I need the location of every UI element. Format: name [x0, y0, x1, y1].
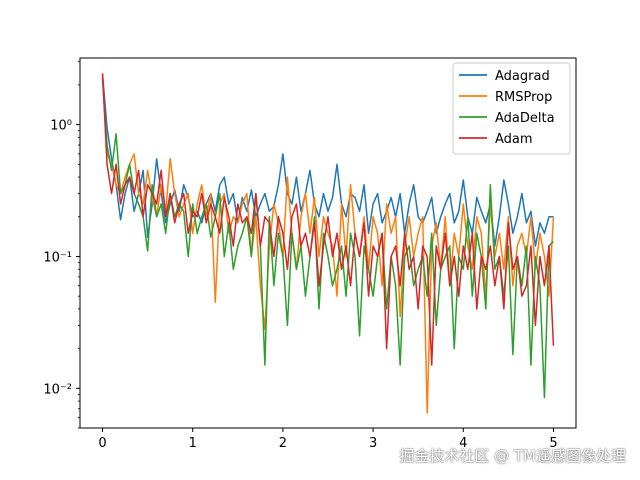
x-tick-label: 0: [98, 436, 106, 451]
series-line-adam: [101, 73, 555, 366]
series-line-adagrad: [101, 74, 554, 247]
legend-label-adagrad: Adagrad: [495, 69, 550, 84]
x-tick-label: 1: [189, 436, 197, 451]
legend: Adagrad RMSProp AdaDelta Adam: [452, 62, 571, 155]
watermark-text: 掘金技术社区 @ TM遥感图像处理: [399, 447, 626, 465]
x-tick-label: 3: [369, 436, 377, 451]
x-tick-label: 5: [549, 436, 557, 451]
legend-label-rmsprop: RMSProp: [495, 90, 552, 105]
y-tick-label: 10⁻¹: [43, 250, 72, 265]
y-tick-label: 10⁰: [50, 119, 72, 134]
legend-box: [452, 62, 571, 155]
legend-label-adadelta: AdaDelta: [495, 111, 555, 126]
y-tick-label: 10⁻²: [43, 382, 72, 397]
x-tick-label: 2: [279, 436, 287, 451]
plot-frame: [79, 57, 577, 429]
legend-label-adam: Adam: [495, 132, 533, 147]
series-layer: [101, 73, 555, 414]
x-tick-label: 4: [459, 436, 467, 451]
y-axis: 10⁻² 10⁻¹ 10⁰: [43, 61, 80, 429]
x-axis: 0 1 2 3 4 5: [98, 428, 558, 451]
